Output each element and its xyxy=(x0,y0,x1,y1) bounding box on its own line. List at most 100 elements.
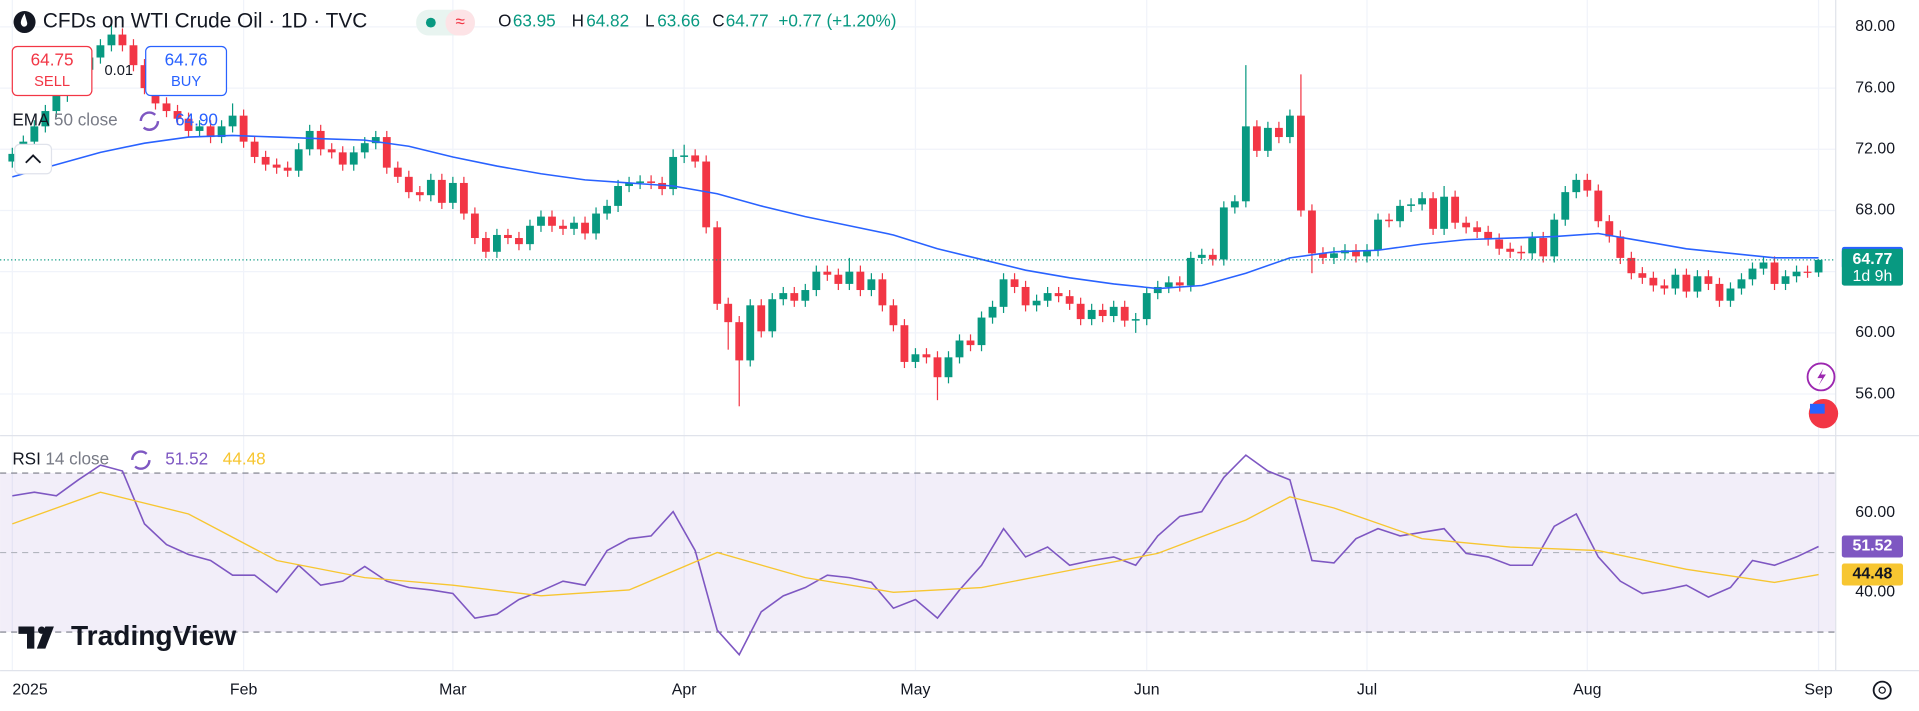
indicator-value: 64.90 xyxy=(175,110,218,130)
candle-body xyxy=(1297,115,1305,211)
candle-body xyxy=(261,156,270,165)
indicator-name[interactable]: EMA xyxy=(12,110,50,130)
rsi-line xyxy=(12,454,1819,657)
rsi-name[interactable]: RSI xyxy=(12,449,41,469)
candle-body xyxy=(1021,286,1030,306)
candle-body xyxy=(1164,282,1173,287)
candle-body xyxy=(812,271,821,291)
candle-body xyxy=(239,115,248,142)
candle-body xyxy=(493,234,501,252)
candle-body xyxy=(1693,276,1702,292)
candle-body xyxy=(801,290,810,301)
candle-body xyxy=(250,141,259,157)
candle-body xyxy=(680,155,689,157)
candle-body xyxy=(1197,254,1206,258)
settings-icon[interactable] xyxy=(1872,680,1892,700)
candle-body xyxy=(955,340,964,358)
candle-body xyxy=(52,95,61,112)
symbol-title[interactable]: CFDs on WTI Crude Oil · 1D · TVC xyxy=(43,10,367,33)
candle-body xyxy=(371,137,380,144)
candle-body xyxy=(1175,282,1184,286)
candle-body xyxy=(1561,192,1570,220)
candle-body xyxy=(1748,268,1757,280)
candle-body xyxy=(845,271,854,284)
candle-body xyxy=(724,303,733,323)
candle-body xyxy=(1572,179,1581,193)
candle-body xyxy=(1098,309,1107,317)
candle-body xyxy=(382,137,391,168)
candle-body xyxy=(1660,285,1669,289)
candle-body xyxy=(1120,306,1129,321)
candle-body xyxy=(1792,271,1801,277)
candle-body xyxy=(878,279,887,306)
candle-body xyxy=(1814,259,1823,273)
candle-body xyxy=(1032,300,1041,306)
candle-body xyxy=(867,279,876,291)
status-dot xyxy=(425,17,436,28)
candle-body xyxy=(636,181,645,183)
last-price-label: 64.77 xyxy=(1853,251,1893,268)
candle-body xyxy=(30,126,39,142)
candle-body xyxy=(625,182,634,187)
candle-body xyxy=(470,213,479,239)
sell-price: 64.75 xyxy=(31,50,74,70)
candle-body xyxy=(922,354,931,358)
candle-body xyxy=(415,192,424,196)
ohlc-label: L xyxy=(645,11,655,31)
candle-body xyxy=(889,305,898,326)
candle-body xyxy=(1781,276,1790,284)
rsi-value-label: 44.48 xyxy=(1853,566,1893,583)
candle-body xyxy=(911,354,920,362)
candle-body xyxy=(1484,231,1493,240)
ohlc-value: 64.77 xyxy=(726,11,769,31)
candle-body xyxy=(327,149,336,153)
candle-body xyxy=(933,357,942,378)
candle-body xyxy=(448,182,457,203)
candle-body xyxy=(1418,198,1426,205)
candle-body xyxy=(393,167,402,177)
candle-body xyxy=(1219,207,1228,260)
candle-body xyxy=(1495,239,1504,249)
candle-body xyxy=(1517,251,1526,254)
candle-body xyxy=(1726,288,1735,301)
candle-body xyxy=(735,322,744,361)
candle-body xyxy=(1539,238,1548,257)
candle-body xyxy=(206,126,215,138)
buy-button[interactable] xyxy=(145,45,228,97)
candle-body xyxy=(1737,279,1746,289)
candle-body xyxy=(1186,257,1195,286)
logo-dot xyxy=(38,626,46,634)
x-tick-label: Sep xyxy=(1804,681,1832,698)
candle-body xyxy=(1671,274,1680,289)
x-tick-label: 2025 xyxy=(12,681,48,698)
candle-body xyxy=(1649,277,1658,286)
countdown-label: 1d 9h xyxy=(1853,268,1893,285)
candle-body xyxy=(195,126,204,131)
x-tick-label: Apr xyxy=(672,681,697,698)
buy-price: 64.76 xyxy=(165,50,208,70)
candle-body xyxy=(691,155,700,162)
candle-body xyxy=(1363,250,1371,257)
candle-body xyxy=(504,234,512,239)
candle-body xyxy=(834,274,843,284)
candle-body xyxy=(1396,205,1404,222)
candle-body xyxy=(1715,283,1724,301)
collapse-button[interactable] xyxy=(14,143,53,175)
candle-body xyxy=(1759,262,1768,269)
logo-icon xyxy=(18,626,54,649)
ohlc-value: 63.95 xyxy=(513,11,556,31)
logo-text[interactable]: TradingView xyxy=(71,620,236,651)
candle-body xyxy=(537,216,545,226)
candle-body xyxy=(228,115,237,127)
candle-body xyxy=(1087,309,1096,320)
settings-hub xyxy=(1878,686,1886,694)
sell-button[interactable] xyxy=(11,45,93,97)
candle-body xyxy=(713,227,722,304)
candle-body xyxy=(1407,204,1415,206)
candle-body xyxy=(360,143,369,153)
candle-body xyxy=(217,126,226,138)
candle-body xyxy=(1528,238,1537,254)
ohlc-value: 64.82 xyxy=(586,11,629,31)
candle-body xyxy=(1385,219,1393,222)
